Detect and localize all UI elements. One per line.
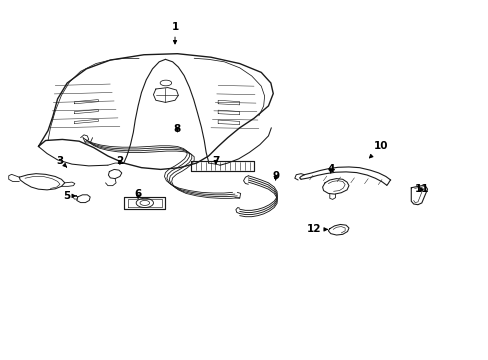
Text: 8: 8 bbox=[173, 124, 181, 134]
Text: 6: 6 bbox=[134, 189, 142, 199]
Text: 2: 2 bbox=[116, 156, 123, 166]
Text: 4: 4 bbox=[326, 165, 334, 174]
Text: 9: 9 bbox=[271, 171, 279, 181]
Text: 1: 1 bbox=[171, 22, 178, 44]
Text: 5: 5 bbox=[63, 191, 76, 201]
Text: 7: 7 bbox=[212, 156, 219, 166]
Text: 11: 11 bbox=[414, 184, 428, 194]
Text: 10: 10 bbox=[369, 141, 387, 158]
Text: 12: 12 bbox=[306, 224, 326, 234]
Text: 3: 3 bbox=[56, 156, 66, 167]
